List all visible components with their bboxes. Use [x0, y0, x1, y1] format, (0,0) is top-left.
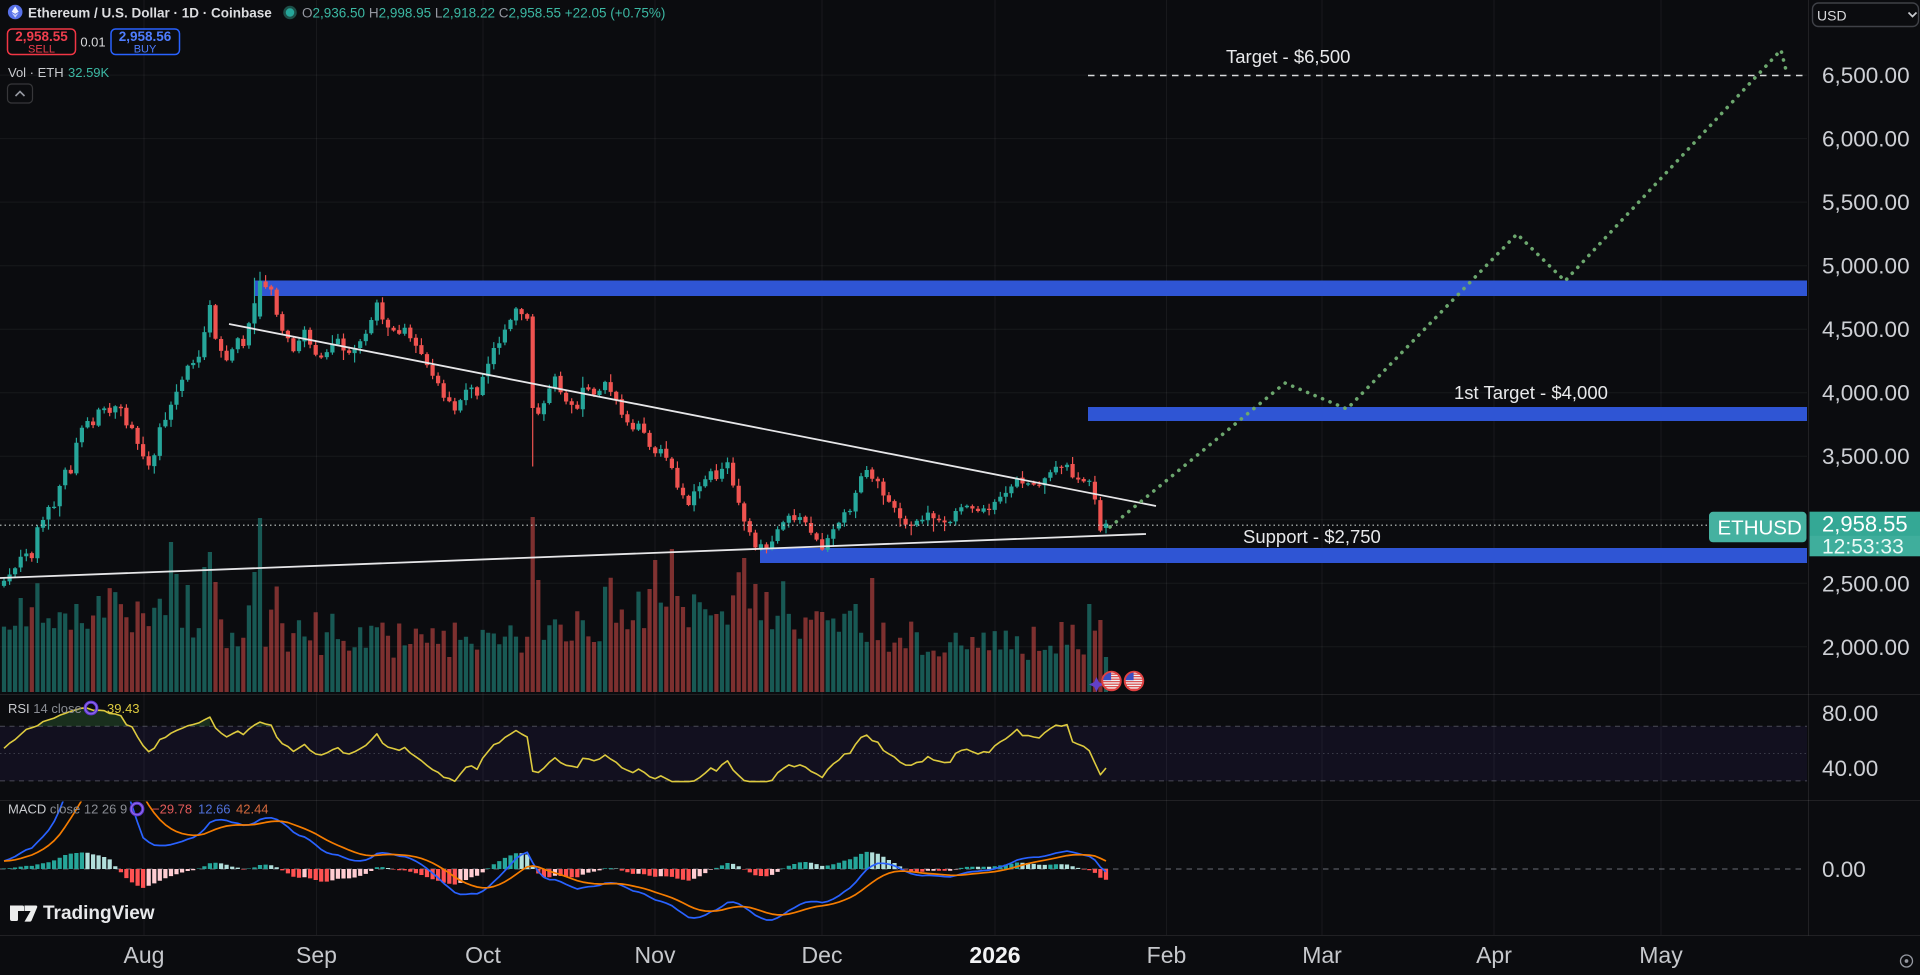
svg-text:0.00: 0.00 [1822, 857, 1866, 882]
svg-text:Dec: Dec [802, 942, 843, 968]
svg-text:Feb: Feb [1147, 942, 1187, 968]
svg-text:Oct: Oct [465, 942, 501, 968]
svg-text:2,000.00: 2,000.00 [1822, 635, 1910, 660]
svg-text:Mar: Mar [1302, 942, 1342, 968]
svg-text:6,000.00: 6,000.00 [1822, 127, 1910, 152]
svg-text:2,958.56: 2,958.56 [119, 29, 172, 44]
svg-text:39.43: 39.43 [107, 701, 140, 716]
svg-text:Apr: Apr [1476, 942, 1512, 968]
svg-text:TradingView: TradingView [43, 903, 155, 924]
svg-text:Sep: Sep [296, 942, 337, 968]
svg-text:1st Target - $4,000: 1st Target - $4,000 [1454, 382, 1608, 403]
svg-text:4,000.00: 4,000.00 [1822, 381, 1910, 406]
svg-text:0.01: 0.01 [80, 35, 105, 50]
svg-text:RSI 14 close: RSI 14 close [8, 701, 82, 716]
svg-text:Ethereum / U.S. Dollar · 1D ·: Ethereum / U.S. Dollar · 1D · Coinbase [28, 6, 272, 21]
svg-text:2026: 2026 [969, 942, 1020, 968]
svg-text:2,958.55: 2,958.55 [1822, 512, 1908, 537]
svg-text:−29.78: −29.78 [152, 802, 192, 817]
svg-text:ETHUSD: ETHUSD [1718, 517, 1802, 540]
svg-text:May: May [1639, 942, 1683, 968]
svg-text:SELL: SELL [28, 44, 55, 56]
svg-text:2,958.55: 2,958.55 [15, 29, 68, 44]
svg-text:4,500.00: 4,500.00 [1822, 317, 1910, 342]
svg-text:3,500.00: 3,500.00 [1822, 444, 1910, 469]
svg-text:42.44: 42.44 [236, 802, 269, 817]
svg-text:5,000.00: 5,000.00 [1822, 254, 1910, 279]
svg-text:6,500.00: 6,500.00 [1822, 63, 1910, 88]
svg-text:40.00: 40.00 [1822, 756, 1878, 781]
svg-text:Support - $2,750: Support - $2,750 [1243, 526, 1381, 547]
svg-text:12.66: 12.66 [198, 802, 231, 817]
svg-text:BUY: BUY [134, 44, 157, 56]
svg-text:MACD close 12 26 9: MACD close 12 26 9 [8, 802, 127, 817]
svg-text:USD: USD [1817, 8, 1847, 24]
svg-text:O2,936.50 H2,998.95 L2,918.22: O2,936.50 H2,998.95 L2,918.22 C2,958.55 … [302, 6, 665, 21]
svg-text:12:53:33: 12:53:33 [1822, 536, 1904, 559]
svg-text:Nov: Nov [635, 942, 676, 968]
svg-text:32.59K: 32.59K [68, 65, 110, 80]
svg-text:5,500.00: 5,500.00 [1822, 190, 1910, 215]
svg-text:Vol · ETH: Vol · ETH [8, 65, 64, 80]
svg-text:80.00: 80.00 [1822, 701, 1878, 726]
svg-text:2,500.00: 2,500.00 [1822, 571, 1910, 596]
svg-text:Target - $6,500: Target - $6,500 [1226, 46, 1350, 67]
svg-text:Aug: Aug [124, 942, 165, 968]
